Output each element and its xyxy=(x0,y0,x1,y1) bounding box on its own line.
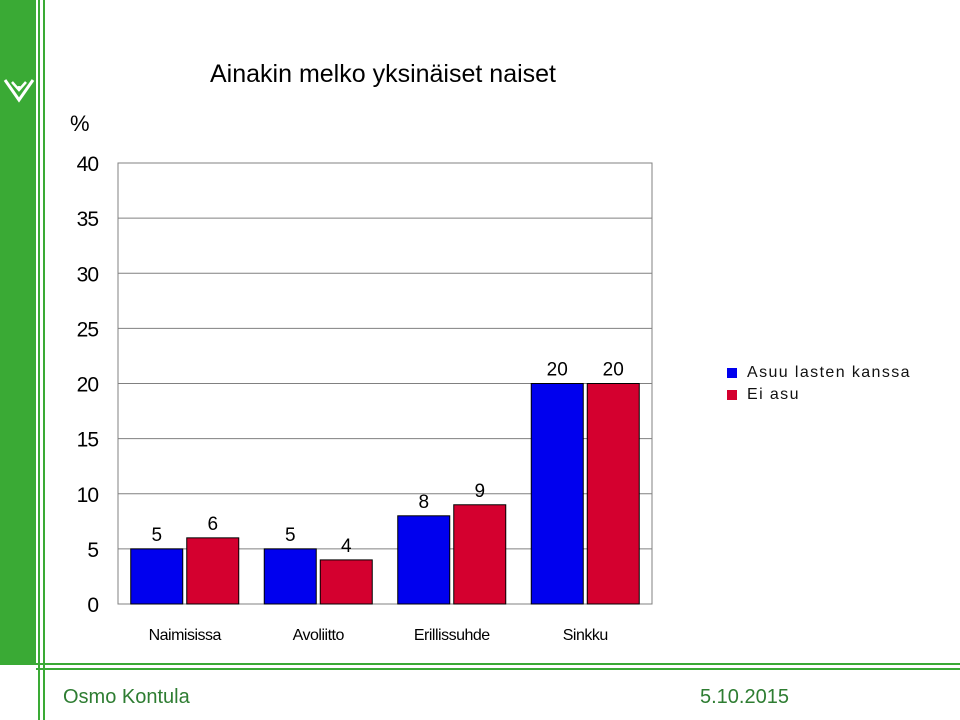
legend-item: Ei asu xyxy=(727,384,911,406)
heart-leaf-logo-icon xyxy=(3,68,35,108)
y-tick-label: 30 xyxy=(77,263,99,286)
bar-naimisissa-1 xyxy=(186,537,240,605)
legend-label: Ei asu xyxy=(747,386,800,403)
bottom-green-line xyxy=(36,663,960,665)
y-axis-unit-label: % xyxy=(70,111,90,136)
data-labels: 5 6 5 4 8 9 20 20 xyxy=(151,360,623,557)
data-label: 4 xyxy=(341,536,352,557)
data-label: 8 xyxy=(418,492,429,513)
x-tick-label: Avoliitto xyxy=(293,627,345,644)
data-label: 5 xyxy=(151,525,162,546)
y-tick-label: 40 xyxy=(77,153,99,176)
legend-swatch-red xyxy=(727,390,737,400)
y-tick-label: 5 xyxy=(87,539,98,562)
bar-erillissuhde-1 xyxy=(453,504,507,605)
x-tick-label: Erillissuhde xyxy=(414,627,490,644)
data-label: 5 xyxy=(285,525,296,546)
y-tick-label: 15 xyxy=(77,429,99,452)
y-tick-label: 35 xyxy=(77,208,99,231)
bar-avoliitto-0 xyxy=(263,548,317,605)
bar-sinkku-1 xyxy=(586,383,640,605)
data-label: 20 xyxy=(547,360,568,381)
bar-avoliitto-1 xyxy=(319,559,373,605)
data-label: 9 xyxy=(474,481,485,502)
data-label: 20 xyxy=(603,360,624,381)
y-tick-label: 20 xyxy=(77,374,99,397)
legend-label: Asuu lasten kanssa xyxy=(747,364,911,381)
bar-naimisissa-0 xyxy=(130,548,184,605)
y-tick-label: 10 xyxy=(77,484,99,507)
y-tick-label: 25 xyxy=(77,318,99,341)
x-tick-label: Sinkku xyxy=(563,627,608,644)
bar-erillissuhde-0 xyxy=(397,515,451,605)
plot-frame xyxy=(117,162,653,605)
bars xyxy=(130,383,640,605)
footer-author: Osmo Kontula xyxy=(63,686,190,708)
left-green-line xyxy=(38,0,40,720)
x-tick-labels: Naimisissa Avoliitto Erillissuhde Sinkku xyxy=(149,627,609,644)
chart-legend: Asuu lasten kanssa Ei asu xyxy=(727,362,911,406)
bottom-green-line-inner xyxy=(36,668,960,670)
legend-swatch-blue xyxy=(727,368,737,378)
x-tick-label: Naimisissa xyxy=(149,627,222,644)
bar-sinkku-0 xyxy=(530,383,584,605)
y-tick-labels: 0 5 10 15 20 25 30 35 40 xyxy=(77,153,100,617)
left-green-line-inner xyxy=(43,0,45,720)
left-green-band xyxy=(0,0,36,665)
data-label: 6 xyxy=(207,514,218,535)
y-tick-label: 0 xyxy=(87,594,98,617)
chart-title: Ainakin melko yksinäiset naiset xyxy=(210,60,556,88)
footer-date: 5.10.2015 xyxy=(700,686,789,708)
legend-item: Asuu lasten kanssa xyxy=(727,362,911,384)
